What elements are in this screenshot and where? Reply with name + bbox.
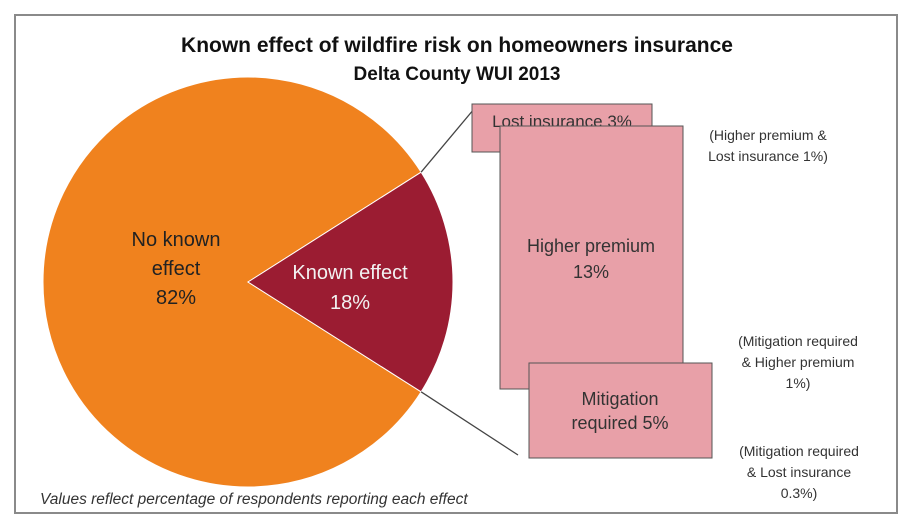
box-higher-premium xyxy=(499,125,684,390)
pie-slice-no-known-effect xyxy=(42,76,422,488)
slice-label-no-known-effect: No known effect 82% xyxy=(132,229,221,309)
pie-chart: No known effect 82% Known effect 18% xyxy=(42,76,454,488)
chart-subtitle: Delta County WUI 2013 xyxy=(354,64,561,85)
connector-line-bottom xyxy=(420,391,519,456)
note-mitigation-higher-premium: (Mitigation required & Higher premium 1%) xyxy=(738,333,858,391)
box-mitigation-required-label: Mitigation required 5% xyxy=(571,389,668,433)
chart-title: Known effect of wildfire risk on homeown… xyxy=(181,34,733,57)
box-higher-premium-label: Higher premium 13% xyxy=(527,236,655,282)
overlap-notes: (Higher premium & Lost insurance 1%) (Miti… xyxy=(708,127,859,501)
breakdown-boxes: Lost insurance 3%Higher premium 13%Mitiga… xyxy=(471,103,713,459)
note-mitigation-lost-insurance: (Mitigation required & Lost insurance 0.3%… xyxy=(739,443,859,501)
footnote: Values reflect percentage of respondents… xyxy=(40,491,468,508)
connector-lines xyxy=(420,108,519,456)
pie-slice-known-effect xyxy=(247,171,454,393)
connector-line-top xyxy=(420,108,475,173)
slice-label-known-effect: Known effect 18% xyxy=(292,262,408,314)
note-higher-premium-lost-insurance: (Higher premium & Lost insurance 1%) xyxy=(708,127,828,164)
box-mitigation-required xyxy=(528,362,713,459)
